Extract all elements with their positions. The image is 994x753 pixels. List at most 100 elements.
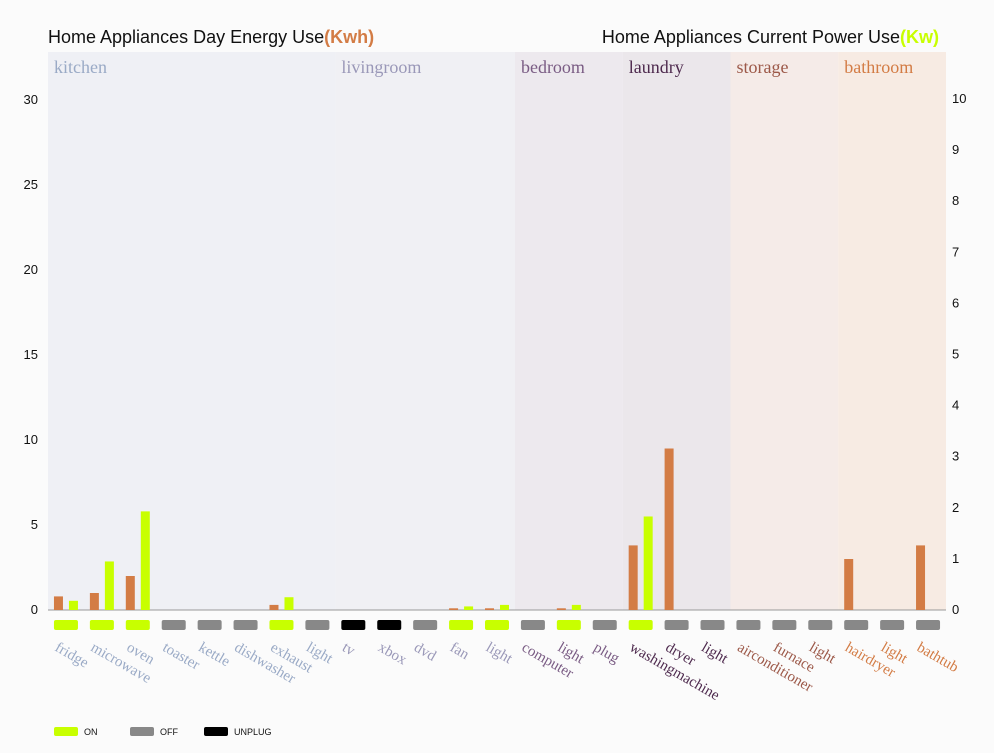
status-toggle-kettle[interactable]	[197, 620, 222, 630]
room-label-laundry: laundry	[629, 57, 684, 77]
power-bar-exhaust	[284, 597, 294, 610]
energy-bar-fan	[449, 608, 459, 610]
status-toggle-oven[interactable]	[125, 620, 150, 630]
legend: ON OFF UNPLUG	[54, 727, 272, 737]
left-y-tick: 5	[31, 517, 38, 532]
left-y-tick: 15	[24, 347, 38, 362]
x-label-fan: fan	[447, 640, 472, 664]
status-toggle-microwave[interactable]	[89, 620, 114, 630]
left-y-tick: 30	[24, 92, 38, 107]
status-toggle-washingmachine[interactable]	[628, 620, 653, 630]
x-label-plug: plug	[591, 640, 623, 667]
energy-bar-microwave	[89, 593, 99, 610]
status-toggle-plug[interactable]	[592, 620, 617, 630]
status-toggle-dishwasher[interactable]	[233, 620, 258, 630]
room-band-livingroom	[335, 52, 515, 610]
right-y-tick: 0	[952, 602, 959, 617]
energy-bar-bathtub	[916, 545, 926, 610]
status-toggle-bathtub[interactable]	[916, 620, 941, 630]
room-label-kitchen: kitchen	[54, 57, 107, 77]
status-toggle-fridge[interactable]	[53, 620, 78, 630]
right-title-text: Home Appliances Current Power Use	[602, 27, 900, 47]
left-chart-title: Home Appliances Day Energy Use(Kwh)	[48, 27, 374, 47]
power-bar-washingmachine	[643, 516, 653, 610]
legend-label-off: OFF	[160, 727, 178, 737]
status-toggle-tv[interactable]	[341, 620, 366, 630]
energy-bar-dryer	[664, 448, 674, 610]
room-band-laundry	[622, 52, 731, 610]
right-y-tick: 2	[952, 500, 959, 515]
right-y-tick: 1	[952, 551, 959, 566]
status-toggle-light[interactable]	[305, 620, 330, 630]
right-y-tick: 7	[952, 244, 959, 259]
status-toggle-light[interactable]	[880, 620, 905, 630]
right-y-tick: 3	[952, 449, 959, 464]
status-toggle-dryer[interactable]	[664, 620, 689, 630]
status-toggle-furnace[interactable]	[772, 620, 797, 630]
legend-label-on: ON	[84, 727, 98, 737]
right-y-tick: 4	[952, 398, 959, 413]
left-title-text: Home Appliances Day Energy Use	[48, 27, 324, 47]
left-title-unit: (Kwh)	[324, 27, 374, 47]
x-label-dvd: dvd	[411, 640, 439, 665]
bars	[53, 448, 926, 610]
status-toggle-exhaust[interactable]	[269, 620, 294, 630]
room-label-bathroom: bathroom	[844, 57, 913, 77]
left-y-tick: 20	[24, 262, 38, 277]
x-label-kettle: kettle	[196, 640, 233, 671]
status-toggle-xbox[interactable]	[377, 620, 402, 630]
legend-label-unplug: UNPLUG	[234, 727, 272, 737]
status-toggle-light[interactable]	[556, 620, 581, 630]
x-label-toaster: toaster	[160, 640, 203, 674]
left-y-tick: 10	[24, 432, 38, 447]
power-bar-fan	[464, 606, 474, 610]
room-band-kitchen	[48, 52, 336, 610]
room-bands	[48, 52, 946, 610]
x-label-bathtub: bathtub	[914, 640, 961, 676]
status-toggle-light[interactable]	[808, 620, 833, 630]
x-label-tv: tv	[339, 640, 358, 660]
status-toggle-toaster[interactable]	[161, 620, 186, 630]
right-y-axis: 0 1 2 3 4 5 6 7 8 9 10	[952, 91, 966, 617]
x-label-light: light	[699, 640, 732, 668]
status-toggle-hairdryer[interactable]	[844, 620, 869, 630]
right-y-tick: 10	[952, 91, 966, 106]
right-y-tick: 5	[952, 347, 959, 362]
energy-bar-exhaust	[269, 604, 279, 610]
status-toggle-fan[interactable]	[449, 620, 474, 630]
power-bar-fridge	[68, 600, 78, 610]
legend-swatch-off	[130, 727, 154, 736]
room-band-bathroom	[838, 52, 946, 610]
right-title-unit: (Kw)	[900, 27, 939, 47]
status-indicators	[53, 620, 941, 630]
left-y-tick: 25	[24, 177, 38, 192]
power-bar-oven	[140, 511, 150, 610]
room-label-storage: storage	[736, 57, 788, 77]
left-y-axis: 0 5 10 15 20 25 30	[24, 92, 38, 617]
energy-bar-oven	[125, 576, 135, 610]
right-y-tick: 6	[952, 295, 959, 310]
right-chart-title: Home Appliances Current Power Use(Kw)	[602, 27, 939, 47]
power-bar-light	[571, 604, 581, 610]
left-y-tick: 0	[31, 602, 38, 617]
status-toggle-light[interactable]	[485, 620, 509, 630]
right-y-tick: 9	[952, 142, 959, 157]
x-label-xbox: xbox	[375, 640, 409, 669]
room-labels: kitchen livingroom bedroom laundry storage ba…	[54, 57, 913, 77]
energy-bar-light	[556, 608, 566, 610]
room-label-livingroom: livingroom	[341, 57, 421, 77]
energy-bar-hairdryer	[844, 559, 854, 610]
status-toggle-dvd[interactable]	[413, 620, 438, 630]
right-y-tick: 8	[952, 193, 959, 208]
status-toggle-light[interactable]	[700, 620, 725, 630]
room-band-bedroom	[514, 52, 623, 610]
status-toggle-computer[interactable]	[520, 620, 545, 630]
energy-bar-fridge	[53, 596, 63, 610]
status-toggle-airconditioner[interactable]	[736, 620, 761, 630]
legend-swatch-on	[54, 727, 78, 736]
room-label-bedroom: bedroom	[521, 57, 585, 77]
legend-swatch-unplug	[204, 727, 228, 736]
power-bar-microwave	[104, 561, 114, 610]
